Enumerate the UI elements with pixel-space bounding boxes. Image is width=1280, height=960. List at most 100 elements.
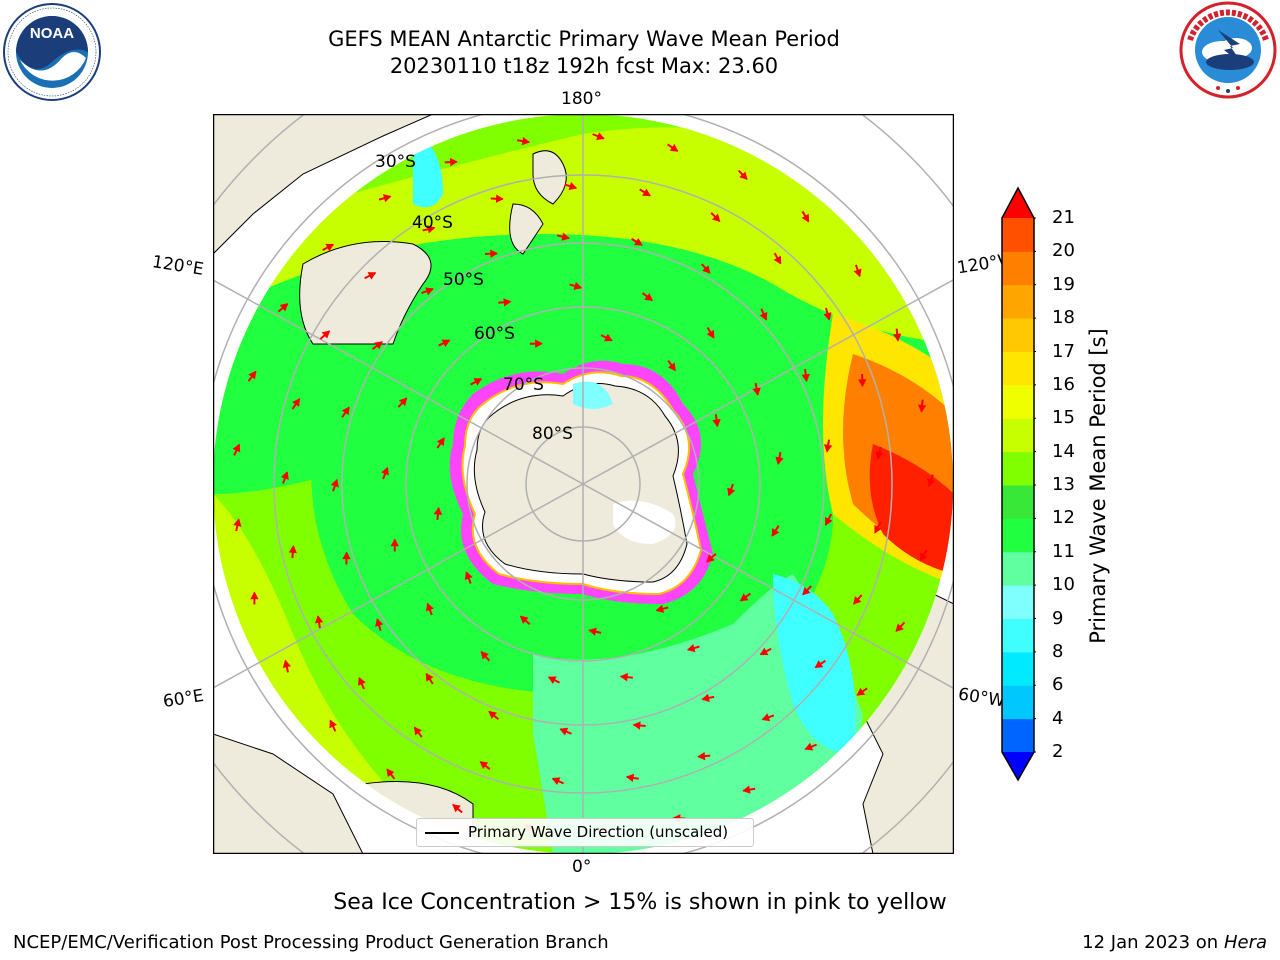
wave-direction-arrow-head: [490, 249, 499, 258]
wave-direction-arrow-head: [711, 213, 721, 223]
wave-direction-arrow-head: [441, 339, 451, 347]
footer-machine: Hera: [1223, 932, 1267, 953]
wave-direction-arrow-head: [632, 721, 641, 730]
wave-direction-arrow-head: [727, 487, 736, 497]
land-corner-bottom-left: [213, 733, 364, 854]
colorbar-bin: [1002, 518, 1034, 553]
ice-shelf-weddell: [613, 500, 676, 544]
lon-label-upper-left: 120°E: [150, 252, 205, 280]
wave-direction-arrow-head: [875, 451, 884, 460]
noaa-logo: NOAA: [3, 3, 101, 101]
wave-direction-arrow-head: [742, 785, 751, 794]
colorbar-over-extension: [1002, 188, 1034, 218]
colorbar-tick-label: 11: [1052, 540, 1075, 562]
map-legend: Primary Wave Direction (unscaled): [416, 818, 754, 847]
wave-direction-arrow-head: [519, 615, 529, 624]
wave-direction-arrow-head: [752, 387, 761, 396]
colorbar-bin: [1002, 218, 1034, 252]
wave-direction-arrow-head: [479, 761, 489, 770]
colorbar-under-extension: [1002, 752, 1034, 780]
map-border: [213, 114, 954, 854]
wave-direction-arrow-head: [633, 237, 643, 246]
wave-direction-arrow-head: [701, 693, 710, 703]
colorbar-tick-label: 17: [1052, 340, 1075, 362]
wave-direction-arrow-head: [771, 528, 780, 537]
wave-direction-arrow-head: [282, 659, 291, 669]
lon-label-bottom: 0°: [572, 857, 592, 877]
wave-direction-arrow-head: [702, 265, 711, 274]
colorbar-tick-label: 6: [1052, 674, 1064, 696]
wave-direction-arrow-head: [853, 596, 862, 605]
wave-direction-arrow-head: [596, 132, 605, 141]
wave-direction-arrow-head: [233, 518, 242, 527]
wave-direction-arrow-head: [706, 329, 715, 339]
wave-direction-arrow-head: [858, 379, 867, 388]
map-panel[interactable]: [213, 114, 954, 854]
wave-direction-arrow-head: [329, 719, 337, 729]
colorbar-bin: [1002, 485, 1034, 519]
wave-direction-arrow-head: [330, 478, 339, 488]
colorbar-tick-label: 10: [1052, 574, 1075, 596]
wave-direction-arrow-head: [761, 713, 771, 722]
wave-direction-arrow-head: [642, 188, 651, 197]
wave-direction-arrow-head: [503, 298, 512, 307]
wave-direction-arrow-head: [759, 647, 769, 655]
wave-direction-arrow-head: [535, 339, 543, 348]
wave-direction-arrow-head: [288, 545, 298, 554]
colorbar-tick-label: 9: [1052, 607, 1064, 629]
colorbar-bin: [1002, 351, 1034, 386]
wave-direction-arrow-head: [561, 232, 570, 241]
wave-direction-arrow-head: [358, 676, 366, 686]
wave-direction-arrow-head: [367, 272, 377, 280]
wave-direction-arrow-head: [669, 143, 679, 152]
colorbar-tick-label: 19: [1052, 273, 1075, 295]
wave-direction-arrow-head: [321, 330, 331, 339]
wave-direction-arrow-head: [425, 287, 434, 296]
wave-direction-arrow-head: [874, 524, 882, 534]
sea-ice-note: Sea Ice Concentration > 15% is shown in …: [333, 890, 947, 915]
land-australia: [299, 241, 432, 345]
colorbar-bin: [1002, 551, 1034, 586]
colorbar-tick-label: 4: [1052, 707, 1064, 729]
colorbar-tick-label: 12: [1052, 507, 1075, 529]
colorbar-bin: [1002, 685, 1034, 720]
wave-direction-arrow-head: [495, 194, 504, 203]
wave-direction-arrow-head: [547, 676, 557, 684]
colorbar-bin: [1002, 618, 1034, 653]
wave-direction-arrow-head: [473, 378, 483, 386]
wave-direction-arrow-head: [893, 333, 902, 342]
wave-direction-arrow-head: [426, 602, 434, 612]
wave-direction-arrow-head: [568, 182, 578, 191]
colorbar-bin: [1002, 651, 1034, 686]
wave-direction-arrow-head: [480, 651, 489, 660]
wave-direction-arrow-head: [452, 804, 461, 813]
wave-direction-arrow-head: [739, 171, 748, 180]
footer-credit: NCEP/EMC/Verification Post Processing Pr…: [13, 932, 609, 953]
wave-direction-arrow-head: [917, 404, 927, 413]
wave-direction-arrow-head: [823, 444, 833, 453]
colorbar: [1001, 186, 1036, 782]
map-title: GEFS MEAN Antarctic Primary Wave Mean Pe…: [328, 27, 840, 51]
map-subtitle: 20230110 t18z 192h fcst Max: 23.60: [389, 54, 779, 78]
colorbar-tick-label: 2: [1052, 741, 1064, 762]
wave-direction-arrow-head: [825, 516, 833, 526]
land-corner-top-left: [213, 114, 434, 255]
colorbar-tick-label: 18: [1052, 307, 1075, 329]
colorbar-tick-label: 15: [1052, 407, 1075, 429]
wave-direction-arrow-head: [759, 311, 768, 321]
wave-direction-arrow-head: [814, 660, 824, 669]
wave-period-band-8: [773, 574, 856, 754]
wave-direction-arrow-head: [488, 710, 497, 720]
colorbar-bin: [1002, 384, 1034, 419]
lon-label-lower-left: 60°E: [161, 685, 206, 713]
svg-text:NOAA: NOAA: [30, 25, 74, 42]
wave-direction-arrow-head: [686, 643, 696, 653]
land-new-zealand-south: [509, 203, 544, 255]
wave-direction-arrow-head: [895, 623, 904, 632]
wave-direction-arrow-head: [775, 456, 784, 466]
wave-direction-arrow-head: [706, 554, 715, 563]
wave-direction-arrow-head: [386, 768, 395, 778]
meridian-60e-120w: [213, 278, 954, 689]
footer-date: 12 Jan 2023 on Hera: [1082, 932, 1267, 953]
wave-direction-arrow-head: [551, 777, 561, 786]
